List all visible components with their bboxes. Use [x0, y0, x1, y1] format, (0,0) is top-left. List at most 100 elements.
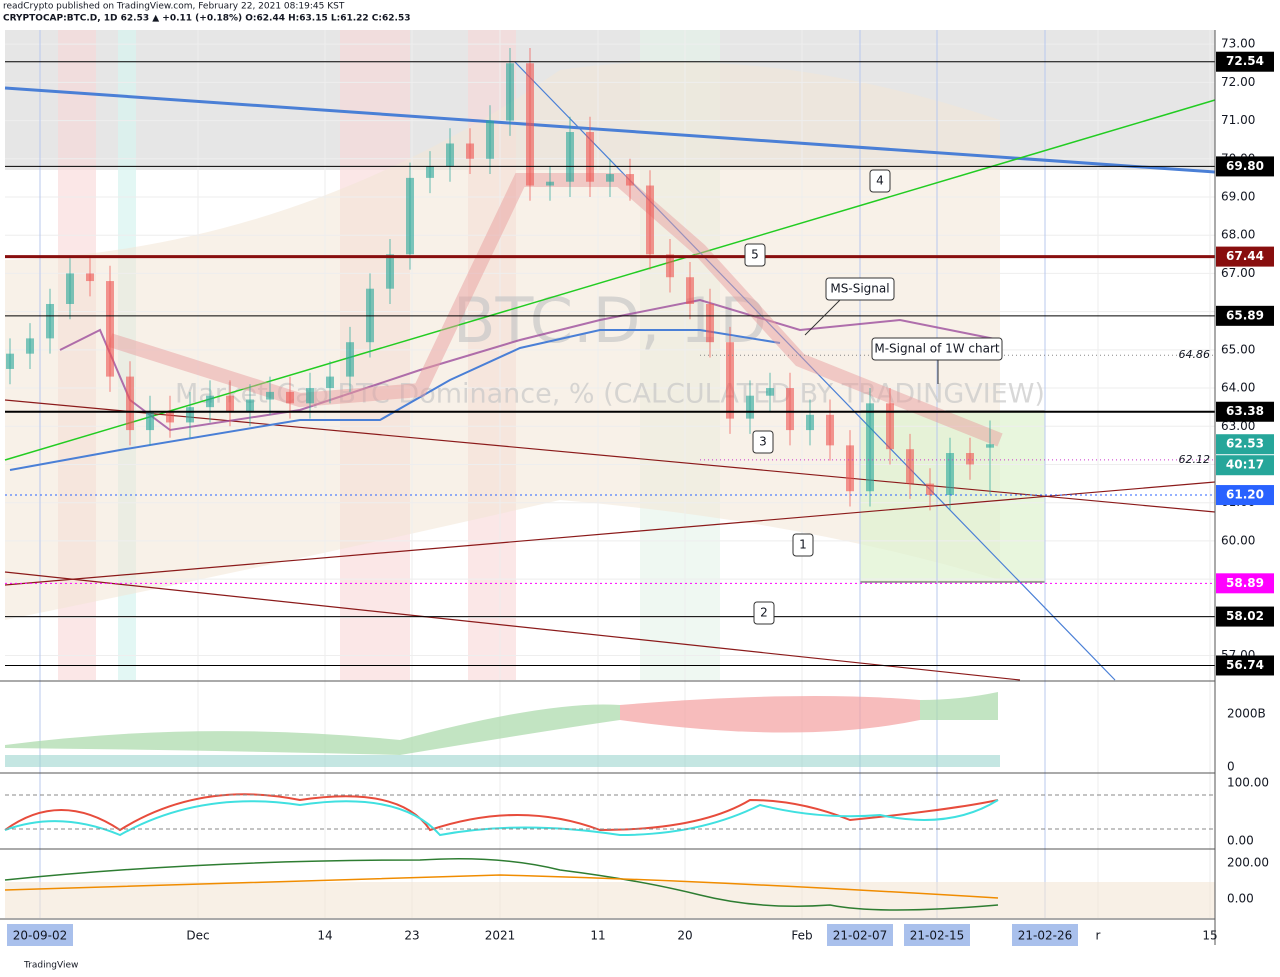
- candle-body: [526, 63, 534, 186]
- level-label: 67.44: [1226, 249, 1264, 263]
- ma-line: [59, 298, 1001, 432]
- levels: 64.86 62.12: [5, 61, 1215, 666]
- candle-body: [846, 445, 854, 492]
- pane-area: [620, 696, 920, 733]
- candle-body: [706, 303, 714, 343]
- candle-body: [606, 174, 614, 182]
- level-label-bg: [1216, 485, 1274, 506]
- header-line: CRYPTOCAP:BTC.D, 1D 62.53 ▲ +0.11 (+0.18…: [3, 14, 410, 24]
- level-label: 61.20: [1226, 488, 1264, 502]
- pane-tick-label: 200.00: [1227, 856, 1269, 870]
- candle-body: [286, 391, 294, 404]
- axes: 57.0058.0059.0060.0061.0062.0063.0064.00…: [7, 0, 1280, 977]
- x-tick-label: 11: [590, 929, 605, 943]
- candle-body: [246, 399, 254, 411]
- pane-tick-label: 0.00: [1227, 834, 1254, 848]
- level-label-bg: [1216, 573, 1274, 594]
- oscillator-line: [4, 793, 999, 832]
- candle-body: [926, 483, 934, 496]
- candle-body: [86, 273, 94, 282]
- y-tick-label: 60.00: [1221, 533, 1255, 547]
- volume-strip: [5, 755, 1000, 767]
- cloud-band: [5, 61, 1000, 621]
- x-tick-label: Feb: [791, 929, 812, 943]
- level-label-bg: [1216, 401, 1274, 422]
- y-tick-label: 68.00: [1221, 228, 1255, 242]
- candle-body: [266, 391, 274, 400]
- candle-body: [886, 403, 894, 450]
- countdown-bg: [1216, 455, 1274, 476]
- candle-body: [346, 342, 354, 377]
- x-tick-label: 2021: [485, 929, 516, 943]
- y-tick-label: 65.00: [1221, 342, 1255, 356]
- pane-area: [5, 704, 620, 755]
- level-label: 62.53: [1226, 437, 1264, 451]
- candle-body: [506, 63, 514, 121]
- level-label-bg: [1216, 655, 1274, 676]
- pane-tick-label: 0.00: [1227, 892, 1254, 906]
- candle-body: [806, 414, 814, 431]
- level-label-bg: [1216, 305, 1274, 326]
- level-label: 72.54: [1226, 54, 1264, 68]
- candle-body: [206, 395, 214, 408]
- level-label: 65.89: [1226, 308, 1264, 322]
- candle-body: [106, 281, 114, 377]
- y-tick-label: 64.00: [1221, 381, 1255, 395]
- header-line: readCrypto published on TradingView.com,…: [3, 2, 345, 12]
- candle-body: [906, 449, 914, 484]
- candle-body: [6, 353, 14, 369]
- pane-tick-label: 2000B: [1227, 707, 1266, 721]
- candle-body: [726, 342, 734, 419]
- level-label: 69.80: [1226, 159, 1264, 173]
- candle-body: [126, 376, 134, 431]
- x-tick-label: 21-02-26: [1018, 929, 1072, 943]
- candle-body: [486, 120, 494, 159]
- ms-band: [107, 173, 1003, 447]
- callout-box: [871, 337, 1003, 361]
- y-tick-label: 69.00: [1221, 189, 1255, 203]
- oscillator-line: [4, 799, 999, 837]
- callout-box: [753, 601, 775, 625]
- x-marker-bg: [904, 924, 970, 946]
- y-tick-label: 67.00: [1221, 266, 1255, 280]
- y-tick-label: 71.00: [1221, 113, 1255, 127]
- x-tick-label: 20: [677, 929, 692, 943]
- candle-body: [766, 388, 774, 396]
- level-label-bg: [1216, 606, 1274, 627]
- callout-box: [752, 430, 774, 454]
- x-tick-label: 23: [404, 929, 419, 943]
- candle-body: [646, 185, 654, 255]
- level-label: 63.38: [1226, 404, 1264, 418]
- callout-box: [792, 533, 814, 557]
- level-value: 64.86: [1179, 348, 1211, 361]
- x-marker-bg: [1012, 924, 1078, 946]
- candles: [6, 47, 994, 511]
- callout-text: 2: [760, 606, 768, 620]
- candle-body: [146, 410, 154, 431]
- callout-box: [825, 277, 895, 301]
- callout-text: 1: [799, 538, 807, 552]
- candle-body: [746, 395, 754, 419]
- pane-line: [4, 858, 999, 911]
- candle-body: [166, 410, 174, 423]
- candle-body: [406, 177, 414, 255]
- level-label-bg: [1216, 246, 1274, 267]
- trendline: [4, 86, 1216, 174]
- candle-body: [686, 277, 694, 304]
- x-tick-label: 15: [1202, 929, 1217, 943]
- y-tick-label: 73.00: [1221, 37, 1255, 51]
- y-tick-label: 63.00: [1221, 419, 1255, 433]
- candle-body: [566, 132, 574, 182]
- candle-body: [326, 376, 334, 389]
- pane-tick-label: 0: [1227, 760, 1235, 774]
- signal-line: [9, 329, 781, 471]
- candle-body: [666, 254, 674, 278]
- x-marker-bg: [7, 924, 73, 946]
- level-label-bg: [1216, 51, 1274, 72]
- x-tick-label: 21-02-07: [833, 929, 887, 943]
- callout-text: M-Signal of 1W chart: [874, 342, 1000, 356]
- level-label: 58.02: [1226, 609, 1264, 623]
- level-label-bg: [1216, 434, 1274, 455]
- candle-body: [946, 453, 954, 496]
